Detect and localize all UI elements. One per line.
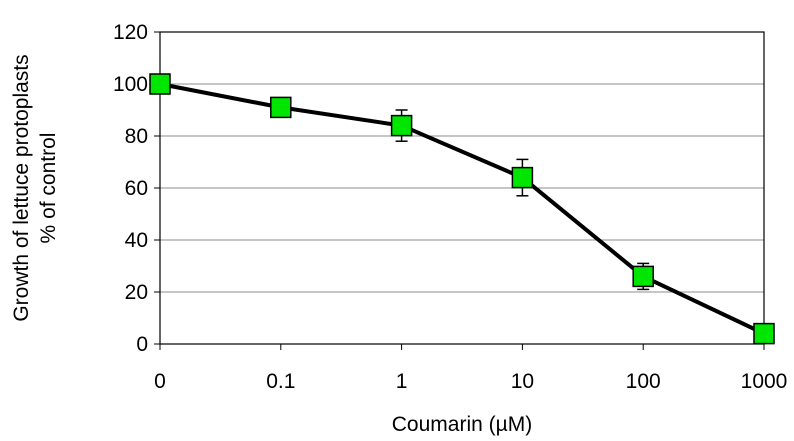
data-point-marker xyxy=(753,322,775,345)
data-point-marker xyxy=(149,73,171,95)
data-point-marker xyxy=(632,265,654,288)
axes: 0 20 40 60 80 100 120 0 0.1 1 10 100 1000 xyxy=(113,21,787,393)
data-point-marker xyxy=(270,96,292,119)
data-point-marker xyxy=(511,166,534,189)
y-axis-title-line-2: % of control xyxy=(37,133,60,244)
x-tick-label: 0 xyxy=(154,370,166,393)
y-axis-title-line-1: Growth of lettuce protoplasts xyxy=(10,54,33,321)
x-tick-label: 1000 xyxy=(741,370,788,393)
data-series xyxy=(149,73,775,345)
x-tick-label: 10 xyxy=(511,370,534,393)
y-tick-label: 20 xyxy=(125,281,148,304)
y-tick-label: 120 xyxy=(113,21,148,44)
grid-lines xyxy=(160,83,764,293)
x-tick-label: 0.1 xyxy=(266,370,295,393)
data-point-marker xyxy=(390,114,413,137)
y-tick-label: 0 xyxy=(136,333,148,356)
y-tick-label: 40 xyxy=(125,229,148,252)
x-axis-title: Coumarin (µM) xyxy=(392,413,532,436)
x-tick-label: 100 xyxy=(626,370,661,393)
x-tick-label: 1 xyxy=(396,370,408,393)
series-line xyxy=(159,82,765,336)
y-tick-label: 60 xyxy=(125,177,148,200)
y-tick-label: 100 xyxy=(113,73,148,96)
y-tick-label: 80 xyxy=(125,125,148,148)
